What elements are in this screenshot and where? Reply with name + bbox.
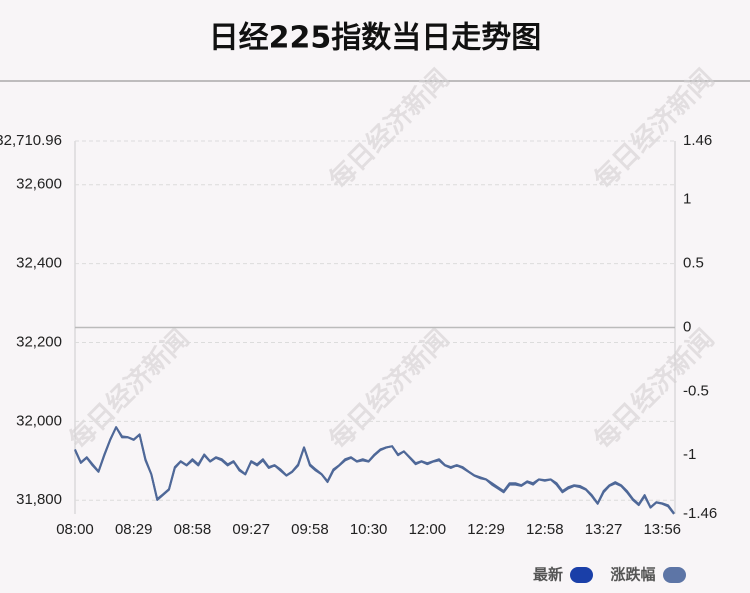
x-tick-label: 12:29 — [467, 521, 505, 538]
watermark: 每日经济新闻 — [323, 63, 455, 195]
y2-tick-label: 1 — [683, 191, 691, 208]
y-tick-label: 32,600 — [16, 176, 62, 193]
x-tick-label: 08:00 — [56, 521, 94, 538]
legend-swatch — [663, 567, 686, 583]
x-tick-label: 12:58 — [526, 521, 564, 538]
legend-swatch — [570, 567, 593, 583]
watermark: 每日经济新闻 — [63, 323, 195, 455]
x-tick-label: 12:00 — [409, 521, 447, 538]
legend-label: 涨跌幅 — [610, 566, 655, 584]
price-line — [74, 426, 675, 515]
watermark: 每日经济新闻 — [323, 323, 455, 455]
y2-tick-label: 0.5 — [683, 255, 704, 272]
y2-tick-label: -1 — [683, 446, 696, 463]
x-tick-label: 09:27 — [232, 521, 270, 538]
y-tick-label: 32,000 — [16, 412, 62, 429]
y2-tick-label: -1.46 — [683, 505, 717, 522]
price-line — [74, 426, 675, 514]
chart-title: 日经225指数当日走势图 — [209, 21, 542, 56]
y2-tick-label: -0.5 — [683, 382, 709, 399]
x-tick-label: 13:56 — [643, 521, 681, 538]
x-tick-label: 10:30 — [350, 521, 388, 538]
y-tick-label: 32,400 — [16, 255, 62, 272]
x-tick-label: 08:58 — [174, 521, 212, 538]
x-tick-label: 13:27 — [585, 521, 623, 538]
watermark: 每日经济新闻 — [588, 63, 720, 195]
legend-label: 最新 — [533, 566, 563, 584]
y-tick-label: 31,800 — [16, 491, 62, 508]
x-tick-label: 08:29 — [115, 521, 153, 538]
y2-tick-label: 1.46 — [683, 132, 712, 149]
x-tick-label: 09:58 — [291, 521, 329, 538]
y-tick-label: 32,200 — [16, 333, 62, 350]
y2-tick-label: 0 — [683, 318, 691, 335]
y-tick-label: 32,710.96 — [0, 132, 62, 149]
